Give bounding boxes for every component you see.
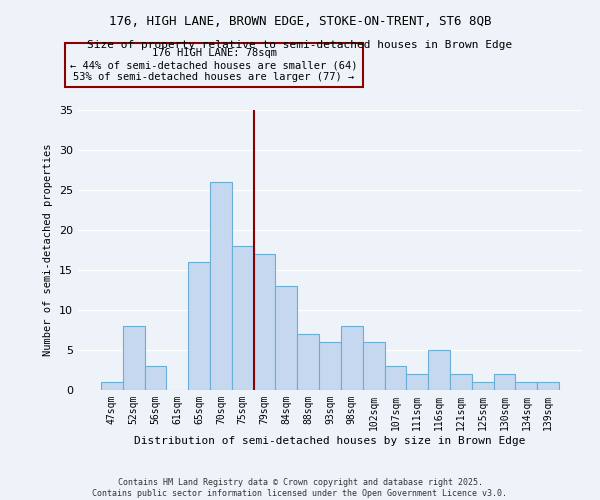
Bar	[210, 182, 232, 390]
Bar	[232, 246, 254, 390]
Bar	[450, 374, 472, 390]
Bar	[385, 366, 406, 390]
Text: Size of property relative to semi-detached houses in Brown Edge: Size of property relative to semi-detach…	[88, 40, 512, 50]
Bar	[363, 342, 385, 390]
Bar	[101, 382, 123, 390]
Bar	[406, 374, 428, 390]
Bar	[254, 254, 275, 390]
Bar	[515, 382, 537, 390]
Bar	[297, 334, 319, 390]
Bar	[428, 350, 450, 390]
X-axis label: Distribution of semi-detached houses by size in Brown Edge: Distribution of semi-detached houses by …	[134, 436, 526, 446]
Bar	[341, 326, 363, 390]
Bar	[275, 286, 297, 390]
Bar	[319, 342, 341, 390]
Bar	[145, 366, 166, 390]
Y-axis label: Number of semi-detached properties: Number of semi-detached properties	[43, 144, 53, 356]
Bar	[537, 382, 559, 390]
Bar	[472, 382, 494, 390]
Text: 176 HIGH LANE: 78sqm
← 44% of semi-detached houses are smaller (64)
53% of semi-: 176 HIGH LANE: 78sqm ← 44% of semi-detac…	[70, 48, 358, 82]
Bar	[188, 262, 210, 390]
Text: 176, HIGH LANE, BROWN EDGE, STOKE-ON-TRENT, ST6 8QB: 176, HIGH LANE, BROWN EDGE, STOKE-ON-TRE…	[109, 15, 491, 28]
Bar	[494, 374, 515, 390]
Bar	[123, 326, 145, 390]
Text: Contains HM Land Registry data © Crown copyright and database right 2025.
Contai: Contains HM Land Registry data © Crown c…	[92, 478, 508, 498]
